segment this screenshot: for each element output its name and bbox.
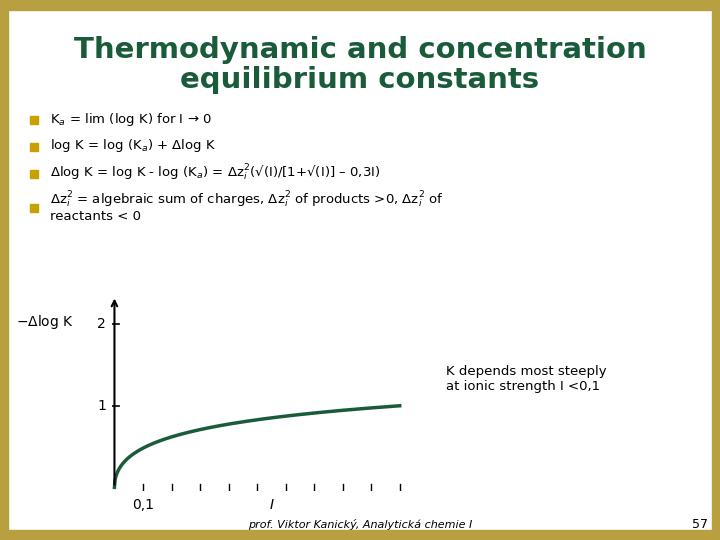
Text: equilibrium constants: equilibrium constants <box>181 66 539 94</box>
Text: prof. Viktor Kanický, Analytická chemie I: prof. Viktor Kanický, Analytická chemie … <box>248 519 472 530</box>
Text: reactants < 0: reactants < 0 <box>50 211 141 224</box>
Text: Δz$_i^2$ = algebraic sum of charges, Δz$_i^2$ of products >0, Δz$_i^2$ of: Δz$_i^2$ = algebraic sum of charges, Δz$… <box>50 190 444 210</box>
Text: K depends most steeply
at ionic strength I <0,1: K depends most steeply at ionic strength… <box>446 364 606 393</box>
Text: 2: 2 <box>97 317 106 331</box>
Text: log K = log (K$_a$) + Δlog K: log K = log (K$_a$) + Δlog K <box>50 138 216 154</box>
Bar <box>0 0 720 10</box>
Text: 1: 1 <box>97 399 106 413</box>
Bar <box>30 143 38 151</box>
Bar <box>0 0 8 540</box>
Text: Δlog K = log K - log (K$_a$) = Δz$_i^2$(√(I)/[1+√(I)] – 0,3I): Δlog K = log K - log (K$_a$) = Δz$_i^2$(… <box>50 163 380 183</box>
Bar <box>712 0 720 540</box>
Text: $-Δ$log K: $-Δ$log K <box>16 313 74 330</box>
Text: K$_a$ = lim (log K) for I → 0: K$_a$ = lim (log K) for I → 0 <box>50 111 212 127</box>
Text: 0,1: 0,1 <box>132 498 154 512</box>
Text: I: I <box>269 498 274 512</box>
Bar <box>30 204 38 212</box>
Text: Thermodynamic and concentration: Thermodynamic and concentration <box>73 36 647 64</box>
Bar <box>0 530 720 540</box>
Bar <box>30 116 38 124</box>
Bar <box>30 170 38 178</box>
Text: 57: 57 <box>692 518 708 531</box>
